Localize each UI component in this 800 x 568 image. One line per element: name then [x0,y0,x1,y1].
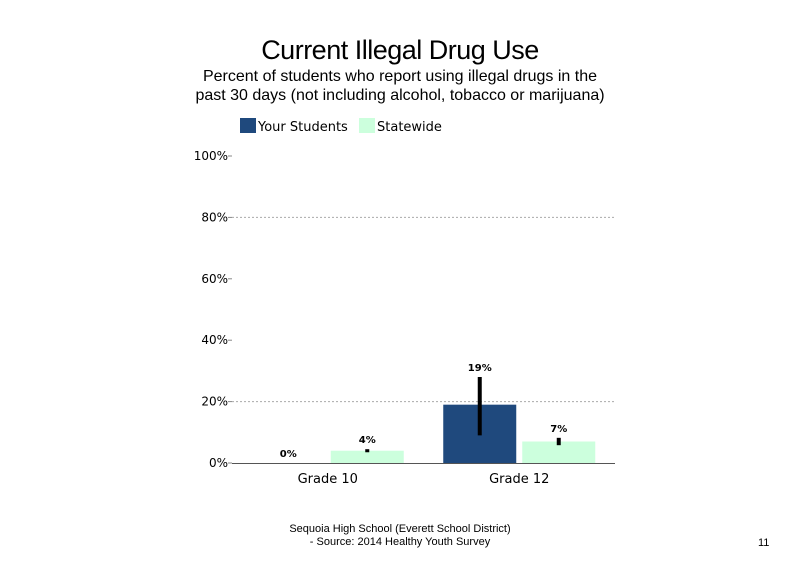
footer: Sequoia High School (Everett School Dist… [230,523,570,549]
chart-subtitle: Percent of students who report using ill… [195,68,605,104]
chart-title: Current Illegal Drug Use [261,35,539,65]
data-label-your-students-grade-12: 19% [468,363,492,374]
legend-item-statewide: Statewide [359,118,442,136]
legend-label-your-students: Your Students [258,120,348,135]
footer-school: Sequoia High School (Everett School Dist… [289,523,511,535]
bar-statewide-grade-10 [330,450,404,463]
data-label-statewide-grade-10: 4% [359,435,376,446]
y-tick-label-40: 40% [201,333,228,347]
data-label-statewide-grade-12: 7% [550,424,567,435]
legend-item-your-students: Your Students [240,118,348,136]
x-tick-label-grade-12: Grade 12 [489,472,549,487]
y-tick-label-60: 60% [201,272,228,286]
data-label-your-students-grade-10: 0% [280,449,297,460]
legend-swatch-statewide [359,118,375,133]
y-tick-label-0: 0% [209,456,228,470]
y-tick-label-80: 80% [201,210,228,224]
y-tick-label-20: 20% [201,395,228,409]
page-number: 11 [758,537,770,549]
legend-swatch-your-students [240,118,256,133]
bar-statewide-grade-12 [522,441,596,463]
footer-source: - Source: 2014 Healthy Youth Survey [309,536,491,548]
y-tick-label-100: 100% [194,149,228,163]
x-tick-label-grade-10: Grade 10 [298,472,358,487]
legend-label-statewide: Statewide [377,120,442,135]
